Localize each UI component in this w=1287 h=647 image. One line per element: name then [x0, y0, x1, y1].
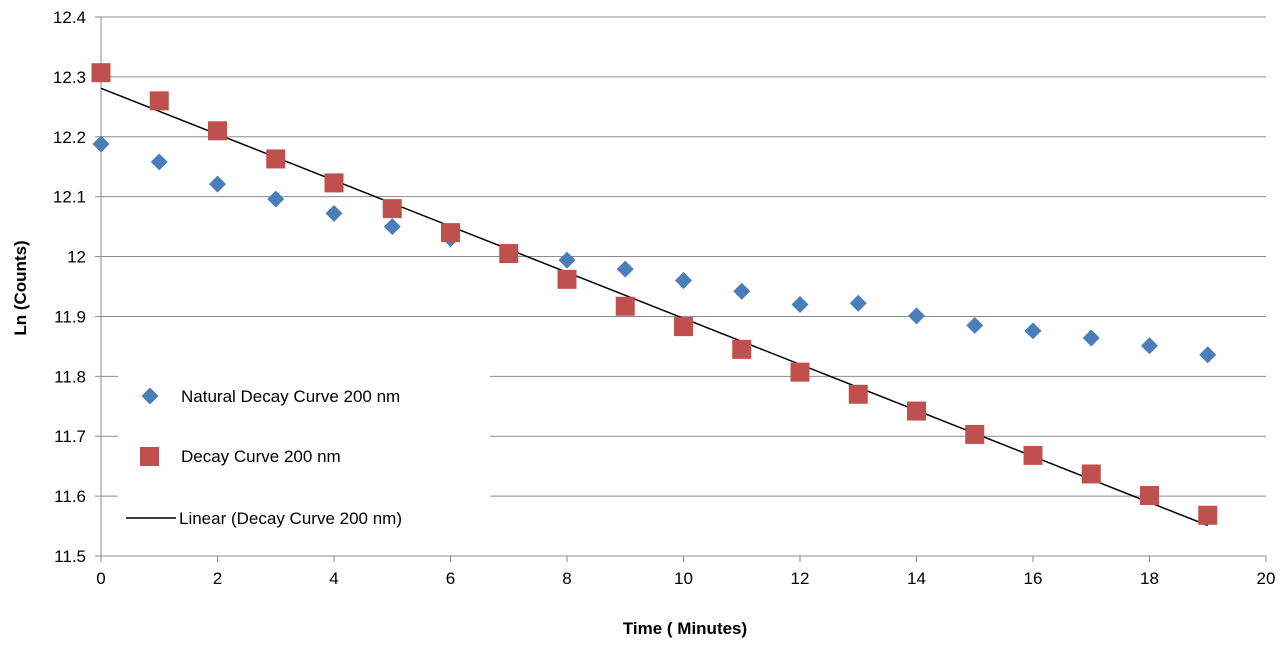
y-tick-label: 12.1: [53, 188, 86, 207]
linear-trendline: [100, 87, 1209, 527]
x-tick-label: 8: [562, 569, 571, 588]
decay-point: [1081, 464, 1101, 484]
decay-point: [965, 424, 985, 444]
natural-decay-point: [209, 175, 226, 193]
natural-decay-point: [558, 251, 576, 269]
legend-item-natural-decay: Natural Decay Curve 200 nm: [141, 387, 400, 406]
decay-point: [499, 244, 519, 264]
natural-decay-point: [92, 135, 110, 153]
y-tick-label: 11.7: [54, 427, 86, 446]
y-tick-label: 11.8: [54, 367, 86, 386]
x-tick-label: 0: [96, 569, 105, 588]
natural-decay-point: [1082, 329, 1100, 347]
legend: Natural Decay Curve 200 nm Decay Curve 2…: [126, 387, 402, 528]
decay-point: [732, 339, 752, 359]
legend-label-decay: Decay Curve 200 nm: [181, 447, 341, 466]
x-tick-label: 12: [791, 569, 810, 588]
x-tick-label: 16: [1024, 569, 1043, 588]
decay-point: [557, 269, 577, 289]
natural-decay-point: [1199, 346, 1217, 364]
natural-decay-point: [150, 153, 168, 171]
x-tick-labels: 0 2 4 6 8 10 12 14 16 18 20: [96, 569, 1275, 588]
decay-point: [208, 121, 227, 141]
legend-label-natural-decay: Natural Decay Curve 200 nm: [181, 387, 400, 406]
decay-point: [382, 199, 402, 219]
legend-item-decay: Decay Curve 200 nm: [140, 447, 341, 466]
decay-point: [615, 296, 635, 316]
legend-box: [118, 362, 490, 547]
y-tick-label: 11.6: [54, 487, 86, 506]
legend-label-linear: Linear (Decay Curve 200 nm): [179, 509, 402, 528]
y-tick-label: 12: [67, 248, 86, 267]
y-tick-labels: 11.5 11.6 11.7 11.8 11.9 12 12.1 12.2 12.3 12.4: [53, 8, 86, 566]
x-tick-label: 14: [907, 569, 926, 588]
decay-point: [324, 173, 344, 193]
natural-decay-point: [616, 260, 634, 278]
decay-point: [149, 91, 169, 111]
decay-point: [1023, 445, 1043, 465]
y-tick-label: 12.4: [53, 8, 86, 27]
decay-point: [848, 384, 868, 404]
natural-decay-point: [908, 307, 925, 325]
legend-diamond-marker: [141, 387, 159, 405]
natural-decay-point: [267, 190, 285, 208]
x-tick-label: 18: [1140, 569, 1159, 588]
natural-decay-point: [1024, 322, 1042, 340]
y-tick-label: 11.5: [54, 547, 86, 566]
x-tick-label: 20: [1257, 569, 1276, 588]
natural-decay-point: [733, 282, 751, 300]
legend-square-marker: [140, 447, 159, 466]
y-tick-label: 12.2: [53, 128, 86, 147]
x-axis-title: Time ( Minutes): [623, 619, 747, 638]
x-tick-label: 2: [213, 569, 222, 588]
x-tick-label: 6: [446, 569, 455, 588]
legend-item-linear: Linear (Decay Curve 200 nm): [126, 509, 402, 528]
natural-decay-point: [966, 316, 984, 334]
decay-point: [1140, 486, 1159, 506]
axes: [95, 16, 1267, 562]
x-tick-label: 4: [329, 569, 338, 588]
x-tick-label: 10: [674, 569, 693, 588]
natural-decay-point: [1141, 337, 1158, 355]
y-tick-label: 11.9: [54, 307, 86, 326]
decay-point: [441, 223, 460, 243]
natural-decay-point: [675, 272, 692, 289]
decay-point: [790, 362, 810, 382]
decay-point: [266, 149, 286, 169]
y-tick-label: 12.3: [53, 68, 86, 87]
decay-point: [907, 401, 926, 421]
natural-decay-point: [383, 218, 401, 236]
natural-decay-point: [791, 295, 809, 313]
trendline-layer: [100, 87, 1209, 527]
decay-point: [674, 317, 693, 337]
natural-decay-point: [849, 294, 867, 312]
decay-point: [91, 63, 111, 83]
data-points: [91, 63, 1218, 525]
y-axis-title: Ln (Counts): [11, 240, 30, 335]
decay-point: [1198, 505, 1218, 525]
natural-decay-point: [325, 204, 343, 222]
